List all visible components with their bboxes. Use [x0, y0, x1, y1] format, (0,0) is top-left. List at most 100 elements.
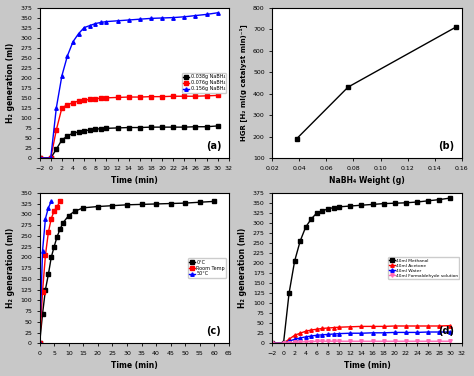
0.038g NaBH₄ — [215, 124, 220, 128]
40ml Water — [414, 330, 420, 335]
0.156g NaBH₄ — [48, 156, 54, 160]
0°C — [139, 202, 145, 207]
40ml Formaldehyde solution — [337, 339, 342, 344]
40ml Methanol — [425, 199, 431, 203]
40ml Methanol — [347, 204, 353, 208]
40ml Methanol — [319, 209, 325, 213]
X-axis label: Time (min): Time (min) — [111, 176, 158, 185]
Line: 0°C: 0°C — [38, 200, 216, 345]
40ml Acetone — [331, 325, 337, 330]
0.076g NaBH₄ — [170, 94, 176, 99]
40ml Methanol — [381, 202, 387, 206]
0.038g NaBH₄ — [104, 126, 109, 130]
40ml Formaldehyde solution — [331, 339, 337, 344]
40ml Water — [331, 332, 337, 336]
40ml Acetone — [319, 326, 325, 331]
Room Temp — [37, 341, 43, 346]
40ml Water — [309, 334, 314, 338]
0.076g NaBH₄ — [70, 100, 76, 105]
0.076g NaBH₄ — [126, 95, 131, 99]
0.156g NaBH₄ — [87, 23, 92, 28]
0.076g NaBH₄ — [192, 94, 198, 99]
0.156g NaBH₄ — [82, 25, 87, 30]
40ml Acetone — [403, 324, 409, 328]
Text: (b): (b) — [438, 141, 454, 150]
0.076g NaBH₄ — [182, 94, 187, 99]
0.076g NaBH₄ — [104, 96, 109, 100]
Room Temp — [51, 209, 57, 213]
40ml Water — [359, 331, 365, 335]
0.156g NaBH₄ — [170, 15, 176, 20]
40ml Acetone — [314, 327, 320, 332]
Legend: 40ml Methanol, 40ml Acetone, 40ml Water, 40ml Formaldehyde solution: 40ml Methanol, 40ml Acetone, 40ml Water,… — [388, 257, 459, 279]
40ml Acetone — [286, 337, 292, 341]
0.038g NaBH₄ — [64, 134, 70, 138]
Y-axis label: HGR [H₂ ml(g catalyst min)⁻¹]: HGR [H₂ ml(g catalyst min)⁻¹] — [239, 24, 247, 141]
Line: 40ml Formaldehyde solution: 40ml Formaldehyde solution — [271, 340, 452, 345]
40ml Water — [381, 331, 387, 335]
Line: 0.156g NaBH₄: 0.156g NaBH₄ — [38, 11, 219, 160]
40ml Methanol — [370, 202, 375, 207]
40ml Water — [314, 333, 320, 338]
0.038g NaBH₄ — [87, 128, 92, 132]
0.076g NaBH₄ — [48, 156, 54, 160]
Y-axis label: H₂ generation (ml): H₂ generation (ml) — [6, 228, 15, 308]
40ml Water — [325, 332, 331, 337]
40ml Acetone — [297, 331, 303, 335]
0°C — [54, 234, 60, 239]
0.038g NaBH₄ — [182, 125, 187, 129]
X-axis label: Time (min): Time (min) — [344, 361, 391, 370]
40ml Formaldehyde solution — [381, 339, 387, 344]
0.038g NaBH₄ — [70, 131, 76, 135]
40ml Water — [281, 341, 286, 346]
0°C — [40, 312, 46, 316]
0.076g NaBH₄ — [137, 95, 143, 99]
0.156g NaBH₄ — [182, 15, 187, 19]
Legend: 0.038g NaBH₄, 0.076g NaBH₄, 0.156g NaBH₄: 0.038g NaBH₄, 0.076g NaBH₄, 0.156g NaBH₄ — [182, 73, 227, 93]
40ml Acetone — [281, 341, 286, 346]
0.038g NaBH₄ — [82, 129, 87, 133]
40ml Water — [297, 336, 303, 340]
0.076g NaBH₄ — [76, 99, 82, 103]
40ml Methanol — [314, 211, 320, 215]
0.156g NaBH₄ — [70, 39, 76, 44]
40ml Methanol — [292, 259, 298, 263]
40ml Acetone — [425, 324, 431, 328]
40ml Water — [403, 330, 409, 335]
Text: (d): (d) — [438, 326, 454, 336]
40ml Formaldehyde solution — [447, 339, 453, 344]
40ml Methanol — [270, 341, 275, 346]
0.156g NaBH₄ — [137, 17, 143, 21]
0.038g NaBH₄ — [192, 124, 198, 129]
Line: 0.076g NaBH₄: 0.076g NaBH₄ — [38, 94, 219, 160]
0.038g NaBH₄ — [126, 125, 131, 130]
Room Temp — [46, 230, 51, 235]
40ml Acetone — [437, 324, 442, 328]
40ml Acetone — [270, 341, 275, 346]
0°C — [182, 201, 188, 205]
40ml Formaldehyde solution — [309, 340, 314, 344]
0.038g NaBH₄ — [92, 127, 98, 131]
0.038g NaBH₄ — [148, 125, 154, 129]
0°C — [57, 227, 63, 232]
Y-axis label: H₂ generation (ml): H₂ generation (ml) — [6, 42, 15, 123]
40ml Water — [286, 339, 292, 344]
0.156g NaBH₄ — [126, 18, 131, 22]
0.038g NaBH₄ — [137, 125, 143, 130]
40ml Formaldehyde solution — [281, 341, 286, 346]
50°C — [48, 199, 54, 204]
0.076g NaBH₄ — [92, 96, 98, 101]
40ml Formaldehyde solution — [437, 339, 442, 344]
0.038g NaBH₄ — [48, 156, 54, 160]
0°C — [153, 202, 159, 206]
0.076g NaBH₄ — [87, 97, 92, 102]
40ml Formaldehyde solution — [414, 339, 420, 344]
40ml Acetone — [381, 324, 387, 329]
Line: 0.038g NaBH₄: 0.038g NaBH₄ — [38, 124, 219, 160]
40ml Formaldehyde solution — [359, 339, 365, 344]
40ml Methanol — [414, 200, 420, 204]
0°C — [48, 255, 54, 259]
0.156g NaBH₄ — [98, 20, 104, 25]
Room Temp — [54, 204, 60, 209]
40ml Acetone — [292, 333, 298, 338]
